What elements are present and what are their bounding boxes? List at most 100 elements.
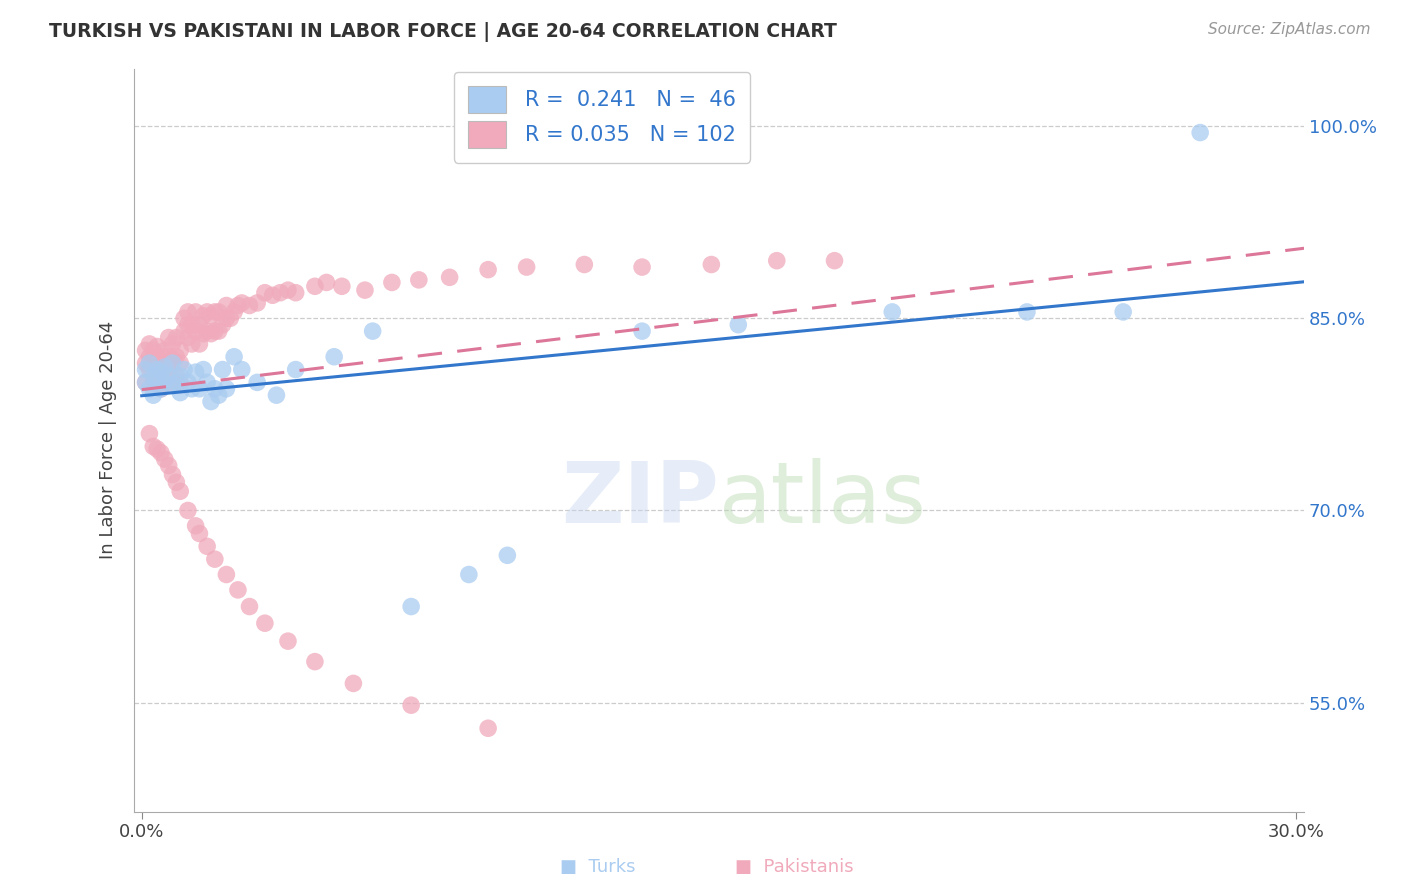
Point: [477, 721, 499, 735]
Point: [211, 318, 233, 332]
Point: [574, 258, 596, 272]
Point: [208, 388, 231, 402]
Point: [169, 385, 191, 400]
Point: [142, 439, 165, 453]
Point: [631, 324, 654, 338]
Point: [146, 352, 169, 367]
Point: [269, 285, 291, 300]
Point: [149, 382, 172, 396]
Point: [165, 376, 187, 390]
Point: [215, 567, 238, 582]
Point: [165, 368, 187, 383]
Point: [226, 298, 249, 312]
Point: [153, 376, 176, 390]
Point: [381, 276, 404, 290]
Point: [162, 378, 184, 392]
Point: [157, 368, 180, 383]
Point: [188, 526, 211, 541]
Point: [246, 376, 269, 390]
Point: [162, 356, 184, 370]
Point: [516, 260, 538, 274]
Point: [195, 376, 218, 390]
Point: [149, 446, 172, 460]
Point: [219, 311, 242, 326]
Point: [184, 324, 207, 338]
Text: atlas: atlas: [718, 458, 927, 541]
Point: [165, 350, 187, 364]
Point: [169, 376, 191, 390]
Point: [142, 388, 165, 402]
Point: [153, 376, 176, 390]
Point: [180, 318, 202, 332]
Point: [149, 362, 172, 376]
Point: [399, 698, 422, 713]
Point: [153, 356, 176, 370]
Point: [149, 365, 172, 379]
Point: [631, 260, 654, 274]
Point: [266, 388, 288, 402]
Point: [135, 376, 157, 390]
Point: [173, 311, 195, 326]
Point: [195, 305, 218, 319]
Point: [211, 362, 233, 376]
Point: [193, 309, 215, 323]
Point: [138, 426, 160, 441]
Text: ■  Pakistanis: ■ Pakistanis: [735, 858, 853, 876]
Point: [304, 655, 326, 669]
Point: [169, 343, 191, 358]
Point: [146, 339, 169, 353]
Point: [153, 452, 176, 467]
Point: [142, 343, 165, 358]
Point: [153, 343, 176, 358]
Point: [200, 326, 222, 341]
Point: [188, 337, 211, 351]
Point: [177, 330, 200, 344]
Point: [135, 343, 157, 358]
Point: [700, 258, 723, 272]
Text: Source: ZipAtlas.com: Source: ZipAtlas.com: [1208, 22, 1371, 37]
Point: [200, 309, 222, 323]
Point: [149, 350, 172, 364]
Point: [188, 382, 211, 396]
Point: [162, 337, 184, 351]
Point: [193, 362, 215, 376]
Point: [1189, 126, 1212, 140]
Point: [315, 276, 337, 290]
Point: [157, 365, 180, 379]
Point: [165, 330, 187, 344]
Point: [135, 362, 157, 376]
Point: [177, 305, 200, 319]
Point: [162, 376, 184, 390]
Point: [135, 356, 157, 370]
Point: [149, 382, 172, 396]
Point: [238, 599, 260, 614]
Point: [138, 337, 160, 351]
Point: [204, 552, 226, 566]
Point: [180, 337, 202, 351]
Point: [408, 273, 430, 287]
Point: [204, 382, 226, 396]
Point: [169, 484, 191, 499]
Y-axis label: In Labor Force | Age 20-64: In Labor Force | Age 20-64: [100, 321, 117, 559]
Point: [157, 330, 180, 344]
Point: [204, 305, 226, 319]
Point: [184, 365, 207, 379]
Point: [354, 283, 377, 297]
Point: [173, 324, 195, 338]
Point: [882, 305, 904, 319]
Point: [231, 362, 253, 376]
Point: [361, 324, 384, 338]
Legend: R =  0.241   N =  46, R = 0.035   N = 102: R = 0.241 N = 46, R = 0.035 N = 102: [454, 71, 751, 162]
Point: [284, 285, 307, 300]
Point: [496, 549, 519, 563]
Point: [323, 350, 346, 364]
Point: [138, 350, 160, 364]
Point: [284, 362, 307, 376]
Point: [208, 324, 231, 338]
Point: [173, 362, 195, 376]
Point: [277, 283, 299, 297]
Point: [169, 368, 191, 383]
Point: [138, 382, 160, 396]
Text: ZIP: ZIP: [561, 458, 718, 541]
Point: [222, 305, 245, 319]
